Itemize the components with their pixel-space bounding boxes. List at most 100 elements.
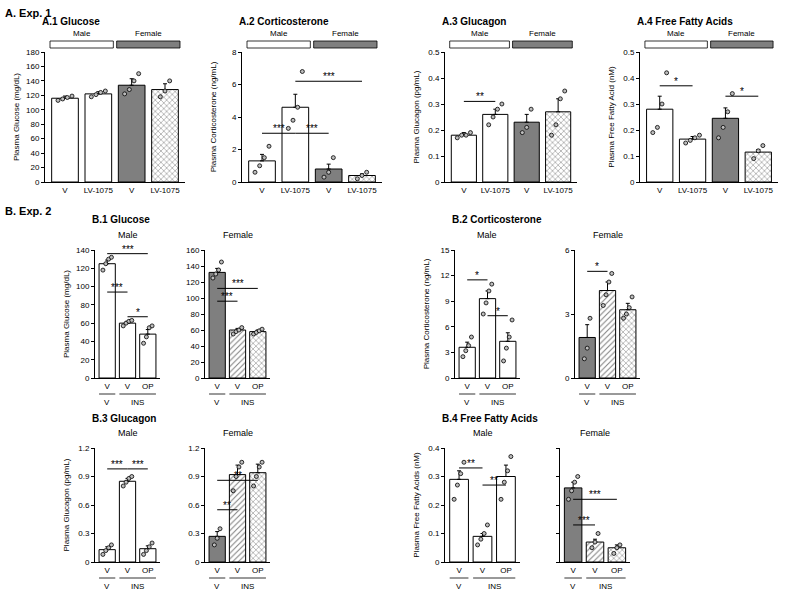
svg-text:Plasma Corticosterone (ng/mL): Plasma Corticosterone (ng/mL) [209, 61, 218, 172]
svg-text:A.3 Glucagon: A.3 Glucagon [442, 16, 506, 27]
svg-text:60: 60 [80, 319, 89, 328]
svg-text:1.2: 1.2 [188, 444, 200, 453]
svg-text:INS: INS [491, 398, 504, 407]
svg-text:0: 0 [195, 374, 200, 383]
svg-text:20: 20 [80, 356, 89, 365]
svg-text:***: *** [306, 123, 318, 134]
svg-text:Male: Male [270, 29, 288, 38]
svg-text:100: 100 [26, 106, 40, 115]
svg-text:3: 3 [565, 310, 570, 319]
svg-text:INS: INS [488, 582, 501, 591]
svg-text:60: 60 [30, 134, 39, 143]
svg-text:40: 40 [30, 149, 39, 158]
svg-text:0: 0 [435, 558, 440, 567]
svg-text:V: V [104, 398, 110, 407]
svg-text:12: 12 [440, 271, 449, 280]
svg-text:Male: Male [471, 29, 489, 38]
svg-text:V: V [485, 382, 491, 391]
svg-text:LV-1075: LV-1075 [347, 186, 377, 195]
svg-text:0.4: 0.4 [428, 74, 440, 83]
svg-text:Plasma Glucose (mg/dL): Plasma Glucose (mg/dL) [62, 270, 71, 358]
svg-text:0.3: 0.3 [428, 472, 440, 481]
svg-text:0.5: 0.5 [428, 48, 440, 57]
svg-text:140: 140 [26, 77, 40, 86]
svg-text:2: 2 [232, 145, 237, 154]
svg-text:**: ** [476, 91, 484, 102]
svg-text:Plasma Corticosterone (ng/mL): Plasma Corticosterone (ng/mL) [422, 258, 431, 369]
svg-text:***: *** [132, 459, 144, 470]
svg-text:0: 0 [85, 558, 90, 567]
svg-text:180: 180 [26, 48, 40, 57]
svg-text:LV-1075: LV-1075 [281, 186, 311, 195]
svg-text:Male: Male [118, 230, 138, 240]
svg-text:6: 6 [565, 246, 570, 255]
svg-text:*: * [740, 86, 744, 97]
svg-text:LV-1075: LV-1075 [678, 186, 708, 195]
svg-text:0.1: 0.1 [428, 152, 440, 161]
svg-text:80: 80 [80, 301, 89, 310]
svg-text:*: * [496, 306, 500, 317]
svg-text:60: 60 [190, 326, 199, 335]
svg-text:V: V [125, 566, 131, 575]
svg-text:V: V [585, 382, 591, 391]
svg-text:Female: Female [728, 29, 755, 38]
svg-text:INS: INS [131, 398, 144, 407]
svg-text:B.1 Glucose: B.1 Glucose [92, 214, 150, 225]
svg-text:A. Exp. 1: A. Exp. 1 [5, 7, 51, 19]
svg-text:0.2: 0.2 [623, 126, 635, 135]
svg-text:4: 4 [232, 113, 237, 122]
svg-text:40: 40 [80, 337, 89, 346]
svg-text:15: 15 [440, 246, 449, 255]
svg-text:120: 120 [186, 278, 200, 287]
svg-text:0.3: 0.3 [428, 100, 440, 109]
svg-text:0: 0 [445, 374, 450, 383]
svg-text:V: V [215, 566, 221, 575]
svg-text:6: 6 [232, 80, 237, 89]
svg-text:160: 160 [26, 62, 40, 71]
svg-text:***: *** [111, 282, 123, 293]
svg-text:OP: OP [622, 382, 634, 391]
svg-text:140: 140 [186, 262, 200, 271]
svg-text:B. Exp. 2: B. Exp. 2 [5, 205, 51, 217]
svg-text:160: 160 [186, 246, 200, 255]
svg-text:INS: INS [241, 582, 254, 591]
svg-text:LV-1075: LV-1075 [744, 186, 774, 195]
svg-text:100: 100 [76, 282, 90, 291]
svg-text:V: V [456, 566, 462, 575]
svg-text:LV-1075: LV-1075 [84, 186, 114, 195]
svg-text:120: 120 [76, 264, 90, 273]
svg-text:V: V [570, 566, 576, 575]
svg-text:V: V [465, 382, 471, 391]
svg-text:0: 0 [35, 178, 40, 187]
svg-text:V: V [105, 566, 111, 575]
svg-text:0.1: 0.1 [623, 152, 635, 161]
svg-text:Plasma Glucose (mg/dL): Plasma Glucose (mg/dL) [12, 73, 21, 161]
svg-text:V: V [105, 382, 111, 391]
svg-text:0.4: 0.4 [623, 74, 635, 83]
svg-text:INS: INS [241, 398, 254, 407]
svg-text:0: 0 [630, 178, 635, 187]
svg-text:B.3 Glucagon: B.3 Glucagon [92, 413, 156, 424]
svg-text:20: 20 [30, 163, 39, 172]
svg-text:0.3: 0.3 [78, 529, 90, 538]
svg-text:0: 0 [565, 374, 570, 383]
svg-text:V: V [456, 582, 462, 591]
svg-text:120: 120 [26, 91, 40, 100]
svg-text:***: *** [221, 291, 233, 302]
svg-text:Male: Male [473, 428, 493, 438]
svg-text:V: V [259, 186, 265, 195]
svg-text:100: 100 [186, 294, 200, 303]
svg-text:V: V [723, 186, 729, 195]
svg-text:Male: Male [477, 230, 497, 240]
svg-text:Female: Female [580, 428, 610, 438]
svg-text:**: ** [223, 500, 231, 511]
svg-text:Female: Female [223, 230, 253, 240]
svg-text:B.2 Corticosterone: B.2 Corticosterone [452, 214, 542, 225]
svg-text:V: V [125, 382, 131, 391]
svg-text:**: ** [467, 458, 475, 469]
svg-text:V: V [464, 398, 470, 407]
svg-text:**: ** [490, 475, 498, 486]
svg-text:Female: Female [135, 29, 162, 38]
svg-text:3: 3 [445, 348, 450, 357]
svg-text:Plasma Free Fatty Acids (nM): Plasma Free Fatty Acids (nM) [412, 452, 421, 558]
